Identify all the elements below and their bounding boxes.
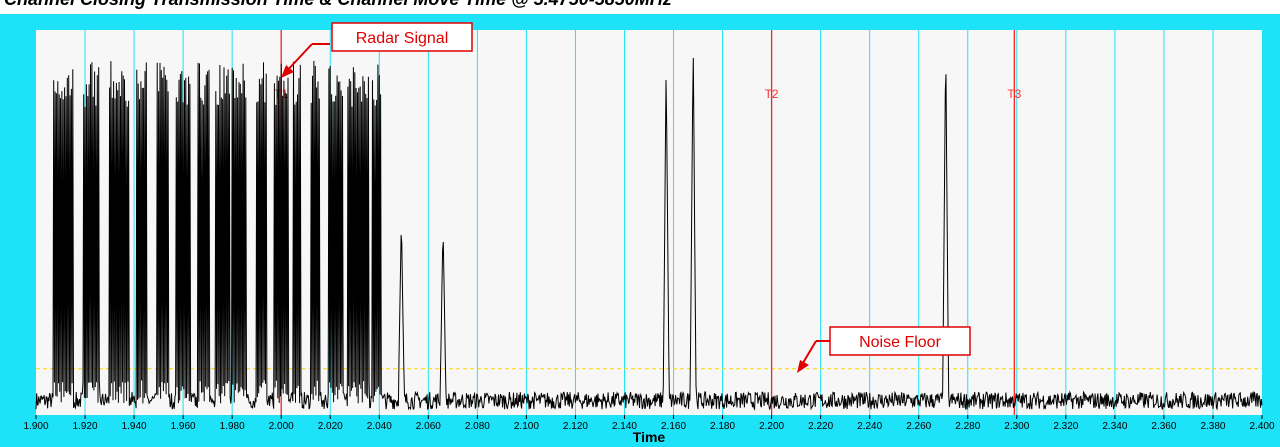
radar-signal-box <box>331 22 473 52</box>
x-tick-label: 2.100 <box>514 421 539 432</box>
x-tick-labels: 1.900 1.920 1.940 1.960 1.980 2.000 2.020 2.040… <box>23 421 1274 432</box>
x-tick-label: 2.200 <box>759 421 784 432</box>
x-tick-label: 2.000 <box>269 421 294 432</box>
x-tick-label: 2.020 <box>318 421 343 432</box>
x-tick-label: 2.060 <box>416 421 441 432</box>
noise-floor-box <box>829 326 971 356</box>
x-tick-label: 2.140 <box>612 421 637 432</box>
x-tick-label: 2.040 <box>367 421 392 432</box>
radar-signal-callout: Radar Signal <box>281 22 473 78</box>
x-tick-label: 1.980 <box>220 421 245 432</box>
signal-trace <box>35 57 1263 411</box>
x-tick-label: 2.220 <box>808 421 833 432</box>
x-tick-label: 2.340 <box>1102 421 1127 432</box>
x-tick-label: 2.160 <box>661 421 686 432</box>
x-tick-label: 2.180 <box>710 421 735 432</box>
x-tick-label: 2.280 <box>955 421 980 432</box>
radar-signal-arrowhead <box>281 65 294 78</box>
x-tick-label: 1.940 <box>122 421 147 432</box>
radar-signal-label: Radar Signal <box>356 30 449 47</box>
chart-panel: T1 T2 T3 1.900 1.920 1.940 1.960 1.980 2.000 2.0… <box>0 14 1280 447</box>
x-tick-label: 2.380 <box>1200 421 1225 432</box>
noise-floor-arrowhead <box>797 360 809 373</box>
x-tick-label: 2.240 <box>857 421 882 432</box>
noise-floor-label: Noise Floor <box>859 334 941 351</box>
x-tick-label: 1.900 <box>23 421 48 432</box>
x-tick-label: 2.080 <box>465 421 490 432</box>
x-tick-label: 2.400 <box>1249 421 1274 432</box>
chart-plot: T1 T2 T3 1.900 1.920 1.940 1.960 1.980 2.000 2.0… <box>23 22 1275 445</box>
x-tick-label: 2.360 <box>1151 421 1176 432</box>
marker-label-t3: T3 <box>1007 87 1021 101</box>
noise-floor-callout: Noise Floor <box>797 326 971 373</box>
x-axis-label: Time <box>633 429 666 445</box>
chart-title: Channel Closing Transmission Time & Chan… <box>4 0 672 8</box>
x-tick-label: 2.300 <box>1004 421 1029 432</box>
marker-label-t2: T2 <box>765 87 779 101</box>
x-tick-label: 1.960 <box>171 421 196 432</box>
x-tick-label: 2.260 <box>906 421 931 432</box>
x-tick-label: 1.920 <box>73 421 98 432</box>
x-tick-label: 2.320 <box>1053 421 1078 432</box>
x-tick-label: 2.120 <box>563 421 588 432</box>
